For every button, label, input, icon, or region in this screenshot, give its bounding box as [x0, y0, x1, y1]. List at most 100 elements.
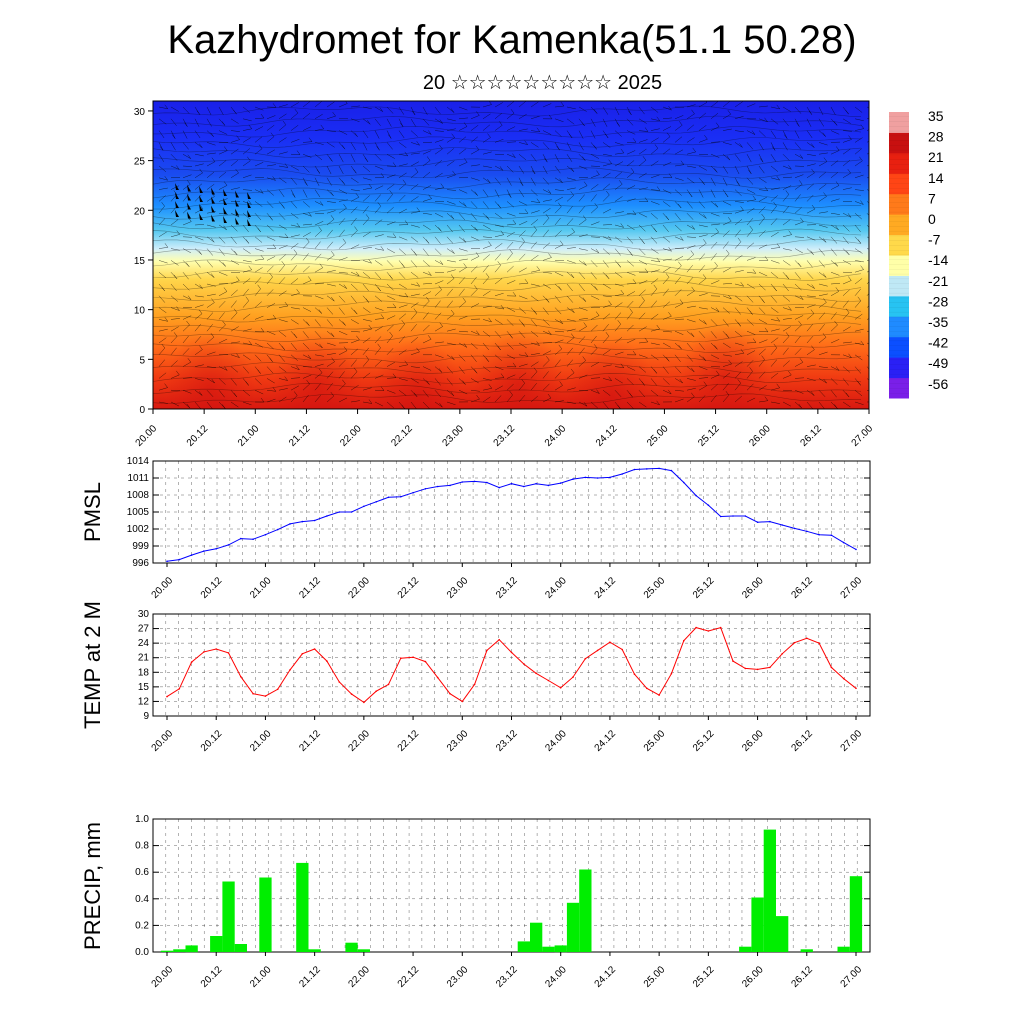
- wind-barb-flag: [356, 271, 360, 277]
- wind-barb-flag: [654, 144, 659, 149]
- wind-barb: [458, 389, 468, 395]
- wind-barb-flag: [533, 367, 538, 372]
- wind-barb: [218, 106, 224, 116]
- wind-barb: [782, 307, 792, 311]
- wind-barb: [302, 331, 309, 339]
- wind-barb: [350, 154, 356, 163]
- wind-barb: [602, 304, 612, 308]
- wind-barb: [518, 142, 528, 145]
- wind-barb: [290, 278, 299, 285]
- y-tick-label: 30: [134, 107, 146, 118]
- wind-barb: [710, 253, 717, 261]
- wind-barb: [650, 278, 659, 285]
- wind-barb: [638, 224, 646, 232]
- wind-barb: [734, 255, 743, 261]
- wind-barb-flag: [173, 274, 178, 280]
- wind-barb: [746, 154, 752, 163]
- wind-barb: [698, 395, 706, 403]
- wind-barb: [434, 172, 443, 179]
- wind-barb: [374, 295, 383, 302]
- wind-barb-flag: [428, 130, 432, 135]
- wind-barb: [386, 106, 394, 114]
- wind-barb: [662, 236, 671, 243]
- wind-barb: [206, 283, 216, 287]
- data-point: [510, 651, 513, 654]
- wind-barb: [338, 350, 348, 356]
- data-point: [203, 550, 205, 552]
- wind-barb: [494, 243, 503, 249]
- wind-barb-flag: [473, 369, 478, 374]
- data-point: [781, 524, 783, 526]
- wind-barb: [338, 371, 345, 379]
- wind-barb: [590, 207, 598, 214]
- wind-barb: [590, 130, 596, 139]
- wind-barb: [470, 115, 480, 120]
- wind-barb-flag: [296, 222, 300, 228]
- wind-barb: [518, 177, 524, 186]
- wind-barb: [338, 360, 346, 367]
- wind-barb: [566, 195, 574, 202]
- wind-barb: [818, 366, 828, 369]
- wind-barb: [290, 177, 297, 185]
- wind-barb: [398, 106, 405, 115]
- wind-barb: [470, 224, 478, 232]
- wind-barb: [254, 267, 263, 273]
- wind-barb: [350, 118, 360, 122]
- wind-barb-flag: [703, 320, 707, 325]
- wind-barb: [290, 102, 299, 108]
- wind-barb: [866, 118, 869, 120]
- wind-barb: [302, 212, 312, 217]
- wind-barb-flag: [272, 103, 277, 108]
- wind-barb: [638, 260, 648, 265]
- wind-barb: [626, 324, 634, 332]
- wind-barb: [446, 189, 457, 191]
- wind-barb: [410, 161, 420, 167]
- wind-barb-flag: [776, 104, 780, 110]
- wind-barb: [542, 350, 552, 356]
- wind-barb: [434, 300, 441, 308]
- data-point: [609, 641, 611, 643]
- wind-barb-flag: [737, 322, 741, 327]
- wind-barb: [710, 153, 720, 158]
- x-tick-label: 25.12: [696, 423, 722, 449]
- data-point: [806, 530, 808, 533]
- wind-barb-flag: [524, 279, 529, 284]
- wind-barb: [374, 176, 385, 179]
- wind-barb-flag: [544, 157, 548, 163]
- wind-barb: [230, 148, 239, 155]
- wind-barb: [374, 185, 384, 190]
- wind-barb: [494, 224, 504, 228]
- wind-barb-flag: [628, 110, 632, 116]
- wind-barb: [662, 277, 670, 285]
- precip-bar: [751, 897, 764, 952]
- wind-barb-flag: [343, 204, 347, 209]
- wind-barb: [506, 101, 515, 108]
- wind-barb-flag: [594, 109, 598, 114]
- contour-line: [153, 351, 862, 364]
- wind-barb: [458, 117, 469, 120]
- wind-barb-flag: [512, 153, 516, 158]
- wind-barb: [242, 300, 249, 308]
- wind-barb-flag: [210, 238, 215, 243]
- wind-barb: [422, 300, 430, 308]
- wind-barb-flag: [488, 384, 492, 389]
- x-tick-label: 20.00: [150, 728, 176, 754]
- wind-barb-flag: [666, 132, 671, 137]
- wind-barb-flag: [199, 204, 204, 210]
- wind-barb-flag: [368, 259, 372, 264]
- wind-barb: [374, 130, 380, 139]
- wind-barb: [170, 295, 179, 302]
- wind-barb: [194, 336, 202, 344]
- wind-barb-flag: [771, 146, 776, 151]
- wind-barb: [158, 260, 168, 264]
- wind-barb-flag: [524, 209, 529, 214]
- wind-barb: [170, 360, 178, 367]
- wind-barb-flag: [379, 107, 383, 112]
- wind-barb: [782, 142, 788, 151]
- colorbar-swatch: [889, 255, 909, 276]
- wind-barb-flag: [547, 189, 552, 194]
- data-point: [486, 481, 488, 484]
- wind-barb: [650, 248, 659, 254]
- wind-barb: [422, 291, 432, 297]
- wind-barb: [830, 312, 837, 320]
